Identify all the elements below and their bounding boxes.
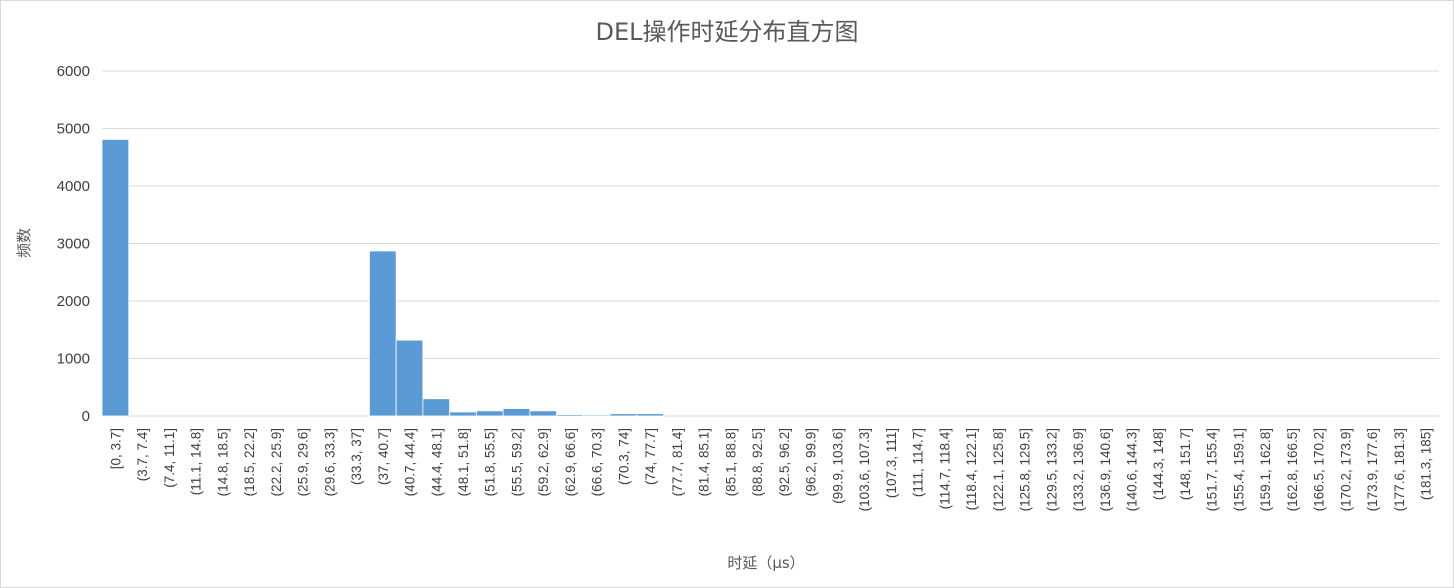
histogram-bar [449, 411, 477, 417]
bars [101, 139, 664, 417]
y-tick-label: 1000 [57, 351, 90, 368]
x-tick-label: (25.9, 29.6] [296, 428, 311, 496]
x-tick-label: (88.8, 92.5] [750, 428, 765, 496]
x-tick-label: (14.8, 18.5] [215, 428, 230, 496]
x-tick-label: (18.5, 22.2] [242, 428, 257, 496]
x-tick-label: (155.4, 159.1] [1231, 428, 1246, 511]
x-axis-label: 时延（μs） [727, 554, 804, 572]
x-tick-label: (133.2, 136.9] [1071, 428, 1086, 511]
x-tick-label: (122.1, 125.8] [991, 428, 1006, 511]
histogram-bar [636, 413, 664, 417]
x-tick-label: (148, 151.7] [1178, 428, 1193, 500]
x-tick-label: (159.1, 162.8] [1258, 428, 1273, 511]
x-tick-label: (29.6, 33.3] [322, 428, 337, 496]
x-tick-label: (125.8, 129.5] [1018, 428, 1033, 511]
x-tick-label: (118.4, 122.1] [964, 428, 979, 510]
x-tick-label: (144.3, 148] [1151, 428, 1166, 500]
y-tick-label: 5000 [57, 121, 90, 138]
histogram-bar [395, 339, 424, 417]
x-tick-label: (7.4, 11.1] [162, 428, 177, 488]
x-tick-label: (51.8, 55.5] [483, 428, 498, 496]
y-axis-ticks: 0 1000 2000 3000 4000 5000 6000 [57, 63, 90, 425]
x-tick-label: (55.5, 59.2] [509, 428, 524, 496]
x-tick-label: (173.9, 177.6] [1365, 428, 1380, 511]
x-tick-label: (111, 114.7] [911, 428, 926, 497]
x-tick-label: (66.6, 70.3] [590, 428, 605, 496]
x-tick-label: (77.7, 81.4] [670, 428, 685, 496]
histogram-bar [609, 413, 638, 417]
x-tick-label: (99.9, 103.6] [830, 428, 845, 504]
histogram-bar [582, 414, 611, 417]
histogram-bar [529, 410, 557, 417]
x-tick-label: (70.3, 74] [616, 428, 631, 485]
x-tick-label: (81.4, 85.1] [697, 428, 712, 496]
histogram-bar [422, 398, 451, 417]
x-axis-ticks: [0, 3.7] (3.7, 7.4] (7.4, 11.1] (11.1, 14.8… [108, 428, 1433, 511]
gridlines [102, 70, 1439, 417]
x-tick-label: (44.4, 48.1] [429, 428, 444, 496]
x-tick-label: (3.7, 7.4] [135, 428, 150, 481]
x-tick-label: (59.2, 62.9] [536, 428, 551, 496]
histogram-bar [101, 139, 130, 417]
x-tick-label: (22.2, 25.9] [269, 428, 284, 496]
x-tick-label: (114.7, 118.4] [937, 428, 952, 509]
y-tick-label: 2000 [57, 293, 90, 310]
x-tick-label: (37, 40.7] [376, 428, 391, 485]
x-tick-label: (85.1, 88.8] [723, 428, 738, 496]
x-tick-label: (74, 77.7] [643, 428, 658, 485]
x-tick-label: (33.3, 37] [349, 428, 364, 485]
y-axis-label: 频数 [15, 228, 33, 258]
histogram-bar [502, 408, 531, 417]
histogram-bar [556, 414, 584, 417]
histogram-bar [368, 250, 397, 417]
x-tick-label: (92.5, 96.2] [777, 428, 792, 496]
x-tick-label: (140.6, 144.3] [1124, 428, 1139, 511]
x-tick-label: (103.6, 107.3] [857, 428, 872, 511]
x-tick-label: (62.9, 66.6] [563, 428, 578, 496]
x-tick-label: (96.2, 99.9] [804, 428, 819, 496]
x-tick-label: (170.2, 173.9] [1338, 428, 1353, 511]
x-tick-label: [0, 3.7] [108, 428, 123, 469]
x-tick-label: (107.3, 111] [884, 428, 899, 498]
x-tick-label: (166.5, 170.2] [1312, 428, 1327, 511]
x-tick-label: (11.1, 14.8] [189, 428, 204, 495]
y-tick-label: 0 [82, 408, 90, 425]
chart-title: DEL操作时延分布直方图 [595, 18, 858, 46]
histogram-bar [475, 410, 504, 417]
x-tick-label: (151.7, 155.4] [1205, 428, 1220, 511]
x-tick-label: (177.6, 181.3] [1392, 428, 1407, 511]
x-tick-label: (136.9, 140.6] [1098, 428, 1113, 511]
y-tick-label: 4000 [57, 178, 90, 195]
x-tick-label: (181.3, 185] [1419, 428, 1434, 500]
y-tick-label: 3000 [57, 236, 90, 253]
y-tick-label: 6000 [57, 63, 90, 80]
x-tick-label: (48.1, 51.8] [456, 428, 471, 496]
x-tick-label: (162.8, 166.5] [1285, 428, 1300, 511]
x-tick-label: (40.7, 44.4] [403, 428, 418, 496]
x-tick-label: (129.5, 133.2] [1044, 428, 1059, 511]
